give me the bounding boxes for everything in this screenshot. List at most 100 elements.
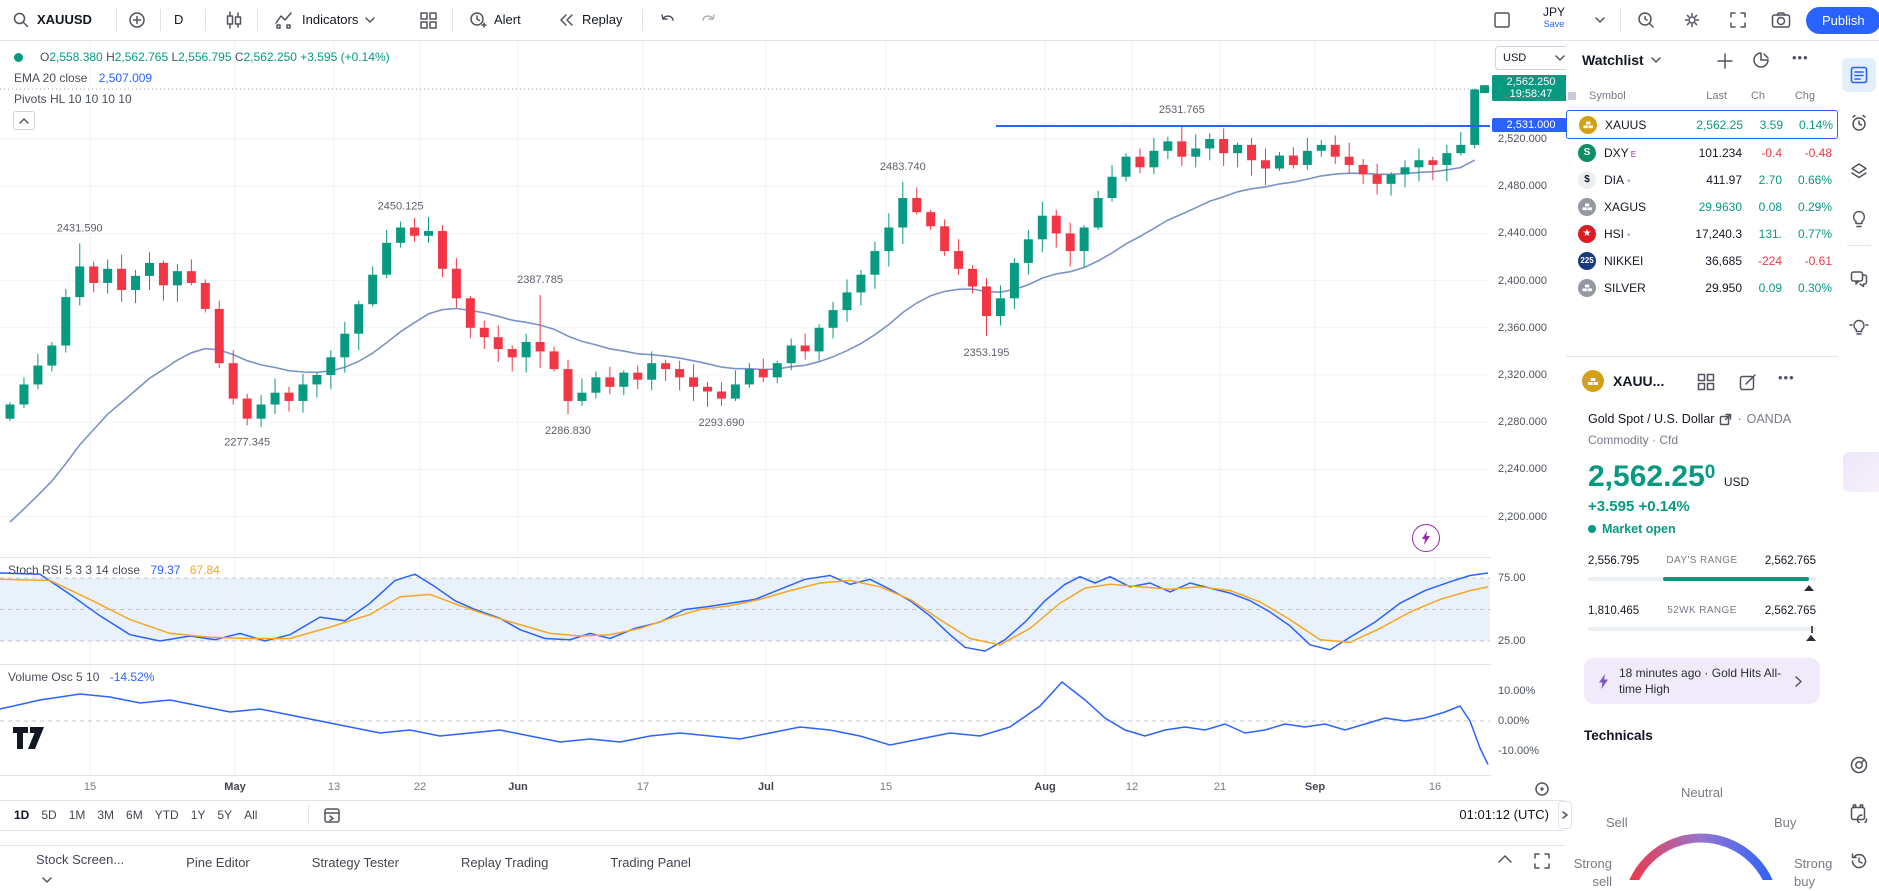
time-axis-tick[interactable]: 15 bbox=[879, 781, 893, 793]
tradingview-logo[interactable] bbox=[12, 726, 52, 752]
detail-header[interactable]: XAUU... bbox=[1582, 370, 1664, 392]
volume-osc-legend[interactable]: Volume Osc 5 10 -14.52% bbox=[8, 670, 154, 684]
watchlist-performance-button[interactable] bbox=[1751, 50, 1771, 70]
time-axis-tick[interactable]: 22 bbox=[413, 781, 427, 793]
watchlist-row-hsi[interactable]: ★ HSI • 17,240.3 131. 0.77% bbox=[1566, 220, 1838, 247]
axis-settings-icon[interactable] bbox=[1534, 781, 1550, 797]
redo-button[interactable] bbox=[698, 0, 718, 40]
detail-title-row[interactable]: Gold Spot / U.S. Dollar · OANDA bbox=[1588, 412, 1792, 426]
save-layout-button[interactable]: JPY Save bbox=[1543, 5, 1565, 29]
time-axis-tick[interactable]: Sep bbox=[1304, 781, 1326, 793]
time-axis-tick[interactable]: 17 bbox=[636, 781, 650, 793]
volume-osc-pane[interactable] bbox=[0, 665, 1490, 775]
detail-layout-button[interactable] bbox=[1696, 372, 1716, 392]
quick-search-button[interactable] bbox=[1636, 0, 1656, 40]
rail-calendar-button[interactable] bbox=[1842, 796, 1876, 830]
rail-ideas-button[interactable] bbox=[1842, 202, 1876, 236]
rail-history-button[interactable] bbox=[1842, 844, 1876, 878]
price-axis[interactable] bbox=[1491, 40, 1565, 800]
axis-currency-dropdown[interactable]: USD bbox=[1495, 46, 1573, 70]
tab-pine-editor[interactable]: Pine Editor bbox=[186, 855, 250, 870]
timeframe-5D[interactable]: 5D bbox=[41, 808, 57, 822]
detail-more-button[interactable]: ••• bbox=[1778, 370, 1795, 385]
collapsed-widget-handle[interactable] bbox=[1843, 452, 1879, 492]
tab-stock-screen-[interactable]: Stock Screen... bbox=[36, 843, 124, 883]
watchlist-more-button[interactable]: ••• bbox=[1792, 50, 1809, 65]
rail-alerts-button[interactable] bbox=[1842, 106, 1876, 140]
ohlc-key: L bbox=[171, 50, 179, 64]
indicators-button[interactable]: Indicators bbox=[274, 0, 376, 40]
timeframe-All[interactable]: All bbox=[244, 808, 258, 822]
fullscreen-button[interactable] bbox=[1728, 0, 1748, 40]
stoch-legend[interactable]: Stoch RSI 5 3 3 14 close 79.37 67.84 bbox=[8, 563, 220, 577]
detail-edit-button[interactable] bbox=[1738, 372, 1758, 392]
tab-trading-panel[interactable]: Trading Panel bbox=[610, 855, 691, 870]
news-chip[interactable]: 18 minutes ago · Gold Hits All-time High bbox=[1584, 658, 1820, 704]
panel-fullscreen-button[interactable] bbox=[1533, 852, 1551, 870]
time-axis-tick[interactable]: 12 bbox=[1125, 781, 1139, 793]
stoch-rsi-pane[interactable] bbox=[0, 558, 1490, 664]
tab-replay-trading[interactable]: Replay Trading bbox=[460, 855, 549, 870]
layout-select-button[interactable] bbox=[1492, 0, 1512, 40]
time-axis-tick[interactable]: 16 bbox=[1428, 781, 1442, 793]
rail-watchlist-button[interactable] bbox=[1842, 58, 1876, 92]
volume-axis-label: 10.00% bbox=[1498, 685, 1536, 697]
timeframe-1M[interactable]: 1M bbox=[68, 808, 86, 822]
time-axis-tick[interactable]: May bbox=[224, 781, 246, 793]
technicals-title: Technicals bbox=[1584, 728, 1653, 743]
chart-style-button[interactable] bbox=[224, 0, 244, 40]
publish-button[interactable]: Publish bbox=[1806, 7, 1879, 34]
layout-menu-chevron[interactable] bbox=[1594, 0, 1606, 40]
panel-collapse-handle[interactable] bbox=[1558, 801, 1572, 829]
rail-streams-button[interactable] bbox=[1842, 310, 1876, 344]
watchlist-row-dxy[interactable]: S DXY E 101.234 -0.4 -0.48 bbox=[1566, 139, 1838, 166]
timeframe-5Y[interactable]: 5Y bbox=[217, 808, 233, 822]
countdown-value: 19:58:47 bbox=[1509, 88, 1553, 101]
time-axis-tick[interactable]: Jul bbox=[758, 781, 774, 793]
interval-button[interactable]: D bbox=[174, 0, 183, 40]
goto-date-button[interactable] bbox=[322, 805, 342, 825]
flash-icon[interactable] bbox=[1412, 524, 1440, 552]
replay-button[interactable]: Replay bbox=[556, 0, 622, 40]
snapshot-button[interactable] bbox=[1770, 0, 1792, 40]
clock-utc[interactable]: 01:01:12 (UTC) bbox=[1459, 807, 1549, 822]
wk-range-tick bbox=[1811, 626, 1814, 633]
rail-object-tree-button[interactable] bbox=[1842, 154, 1876, 188]
time-axis-tick[interactable]: Aug bbox=[1034, 781, 1056, 793]
rail-technicals-button[interactable] bbox=[1842, 748, 1876, 782]
price-chart-pane[interactable]: 2431.590 2277.345 2450.125 2387.785 2286.830… bbox=[0, 40, 1490, 557]
gauge-sell-label: Sell bbox=[1606, 815, 1628, 830]
watchlist-row-silver[interactable]: SILVER 29.950 0.09 0.30% bbox=[1566, 274, 1838, 301]
chevron-right-icon bbox=[1795, 675, 1802, 687]
time-axis-tick[interactable]: 21 bbox=[1213, 781, 1227, 793]
panel-expand-button[interactable] bbox=[1497, 854, 1513, 864]
tab-strategy-tester[interactable]: Strategy Tester bbox=[311, 855, 399, 870]
time-axis[interactable]: 15 May 13 22 Jun 17 Jul 15 Aug 12 21 Sep 16 bbox=[0, 776, 1490, 800]
timeframe-6M[interactable]: 6M bbox=[126, 808, 143, 822]
symbol-search-button[interactable]: XAUUSD bbox=[12, 0, 92, 40]
watchlist-row-xauus[interactable]: XAUUS 2,562.25 3.59 0.14% bbox=[1566, 110, 1838, 139]
rail-chats-button[interactable] bbox=[1842, 262, 1876, 296]
templates-button[interactable] bbox=[418, 0, 438, 40]
watchlist-row-dia[interactable]: $ DIA • 411.97 2.70 0.66% bbox=[1566, 166, 1838, 193]
undo-button[interactable] bbox=[658, 0, 678, 40]
timeframe-1Y[interactable]: 1Y bbox=[190, 808, 206, 822]
watchlist-add-button[interactable] bbox=[1716, 52, 1734, 70]
time-axis-tick[interactable]: Jun bbox=[508, 781, 528, 793]
timeframe-1D[interactable]: 1D bbox=[14, 808, 30, 822]
watchlist-column-header[interactable]: Symbol Last Ch Chg bbox=[1566, 86, 1838, 106]
legend-collapse-button[interactable] bbox=[13, 111, 35, 130]
watchlist-title-button[interactable]: Watchlist bbox=[1582, 52, 1662, 68]
ema-legend[interactable]: EMA 20 close 2,507.009 bbox=[14, 71, 152, 85]
timeframe-YTD[interactable]: YTD bbox=[154, 808, 179, 822]
pivots-legend[interactable]: Pivots HL 10 10 10 10 bbox=[14, 92, 132, 106]
timeframe-3M[interactable]: 3M bbox=[97, 808, 115, 822]
watchlist-row-nikkei[interactable]: 225 NIKKEI 36,685 -224 -0.61 bbox=[1566, 247, 1838, 274]
alert-button[interactable]: Alert bbox=[468, 0, 521, 40]
watchlist-row-xagus[interactable]: XAGUS 29.9630 0.08 0.29% bbox=[1566, 193, 1838, 220]
time-axis-tick[interactable]: 13 bbox=[327, 781, 341, 793]
settings-button[interactable] bbox=[1682, 0, 1702, 40]
ohlc-legend[interactable]: O2,558.380 H2,562.765 L2,556.795 C2,562.… bbox=[14, 50, 390, 64]
compare-add-button[interactable] bbox=[127, 0, 147, 40]
time-axis-tick[interactable]: 15 bbox=[83, 781, 97, 793]
